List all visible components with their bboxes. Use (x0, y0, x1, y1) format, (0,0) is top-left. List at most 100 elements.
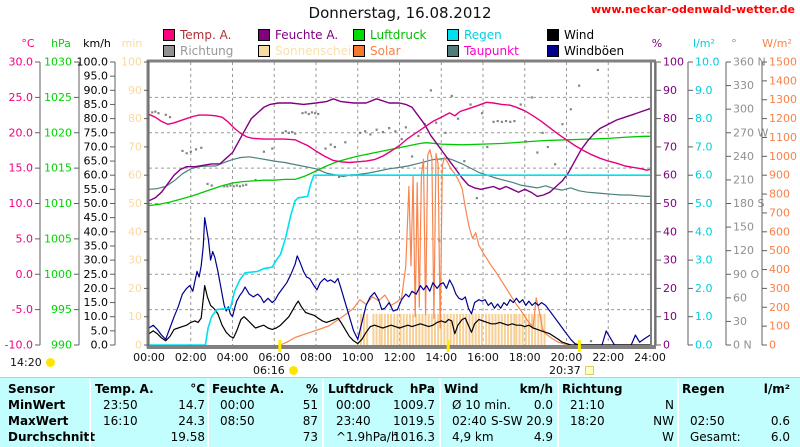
table-cell: Ø 10 min. (452, 398, 511, 412)
table-cell: 18:20 (570, 414, 605, 428)
table-cell: 73 (302, 430, 318, 444)
svg-text:65.0: 65.0 (84, 155, 109, 168)
svg-text:80: 80 (128, 112, 142, 125)
svg-text:30: 30 (733, 315, 747, 328)
x-tick-label: 24:00 (634, 351, 666, 364)
svg-text:300: 300 (733, 103, 754, 116)
axis-hPa: 990 995 1000 1005 1010 1015 1020 1025 1030 (44, 56, 80, 352)
svg-text:200: 200 (769, 301, 790, 314)
plot-border (146, 59, 656, 349)
svg-text:7.0: 7.0 (695, 140, 713, 153)
table-cell: Richtung (562, 382, 623, 396)
table-cell: 21:10 (570, 398, 605, 412)
svg-text:6.0: 6.0 (695, 169, 713, 182)
svg-text:5.0: 5.0 (16, 232, 34, 245)
svg-text:90: 90 (128, 84, 142, 97)
solar-max-label: 14:20 (10, 356, 42, 369)
svg-text:3.0: 3.0 (695, 254, 713, 267)
svg-text:80.0: 80.0 (84, 112, 109, 125)
table-cell: Wind (444, 382, 479, 396)
svg-text:700: 700 (769, 206, 790, 219)
solar-max-time: 14:20 (10, 356, 55, 369)
svg-text:10: 10 (128, 310, 142, 323)
table-cell: l/m² (763, 382, 790, 396)
svg-text:9.0: 9.0 (695, 84, 713, 97)
svg-text:240: 240 (733, 150, 754, 163)
table-cell: Regen (682, 382, 725, 396)
svg-text:10.0: 10.0 (84, 310, 109, 323)
legend-item-luftdruck: Luftdruck (353, 29, 427, 41)
table-cell: % (305, 382, 318, 396)
table-cell: Durchschnitt (8, 430, 96, 444)
table-cell: 4,9 km (452, 430, 494, 444)
svg-text:25.0: 25.0 (9, 91, 34, 104)
svg-text:1000: 1000 (769, 150, 797, 163)
table-cell: MinWert (8, 398, 66, 412)
svg-text:300: 300 (769, 282, 790, 295)
legend-item-windboeen: Windböen (547, 45, 624, 57)
legend-item-wind: Wind (547, 29, 594, 41)
legend-item-sonnenschein: Sonnenschein (258, 45, 359, 57)
series-Windböen (148, 217, 651, 346)
series-Temp. A. (148, 101, 651, 171)
svg-text:0: 0 (769, 339, 776, 352)
svg-text:90.0: 90.0 (84, 84, 109, 97)
svg-text:1.0: 1.0 (695, 310, 713, 323)
x-tick-label: 06:00 (258, 351, 290, 364)
weather-chart: -10.0-5.00.05.010.015.020.025.030.099099… (5, 56, 797, 365)
table-cell: km/h (519, 382, 553, 396)
svg-text:0.0: 0.0 (91, 339, 109, 352)
table-divider (439, 379, 441, 447)
svg-text:1300: 1300 (769, 93, 797, 106)
svg-text:10: 10 (663, 310, 677, 323)
table-divider (677, 379, 679, 447)
axis-header-celsius: °C (21, 37, 35, 50)
series-Solar (279, 149, 651, 346)
svg-text:8.0: 8.0 (695, 112, 713, 125)
table-cell: Gesamt: (690, 430, 741, 444)
legend-item-richtung: Richtung (163, 45, 233, 57)
sunshine-swatch-icon (258, 45, 270, 57)
x-tick-label: 16:00 (467, 351, 499, 364)
sun-marker (577, 340, 581, 352)
svg-text:80: 80 (663, 112, 677, 125)
table-cell: 1016.3 (393, 430, 435, 444)
table-cell: 23:50 (103, 398, 138, 412)
svg-text:30.0: 30.0 (84, 254, 109, 267)
table-cell: Sensor (8, 382, 55, 396)
table-cell: N (665, 398, 674, 412)
sunset-icon (584, 366, 594, 375)
legend-label: Taupunkt (464, 44, 519, 58)
axis-header-lm2: l/m² (693, 37, 715, 50)
x-tick-label: 10:00 (342, 351, 374, 364)
svg-text:400: 400 (769, 263, 790, 276)
svg-text:5.0: 5.0 (91, 324, 109, 337)
table-divider (207, 379, 209, 447)
svg-text:0: 0 (135, 339, 142, 352)
svg-text:900: 900 (769, 169, 790, 182)
svg-text:75.0: 75.0 (84, 126, 109, 139)
sunset-time: 20:37 (549, 364, 594, 377)
x-tick-label: 22:00 (592, 351, 624, 364)
svg-text:50.0: 50.0 (84, 197, 109, 210)
table-cell: 02:40 (452, 414, 487, 428)
svg-text:20.0: 20.0 (9, 126, 34, 139)
legend-label: Richtung (180, 44, 234, 58)
sunshine-bars (359, 313, 546, 345)
axis-l/m²: 0.0 1.0 2.0 3.0 4.0 5.0 6.0 7.0 8.0 9.0 10.0 (687, 56, 720, 352)
site-link[interactable]: www.neckar-odenwald-wetter.de (591, 3, 795, 16)
table-cell: 02:50 (690, 414, 725, 428)
sun-marker (446, 340, 450, 352)
axis-km/h: 0.0 5.010.015.020.025.030.0 35.040.045.050… (77, 56, 116, 352)
svg-text:25.0: 25.0 (84, 268, 109, 281)
x-tick-label: 02:00 (175, 351, 207, 364)
table-cell: Luftdruck (328, 382, 394, 396)
table-cell: MaxWert (8, 414, 69, 428)
axis-header-kmh: km/h (83, 37, 111, 50)
svg-text:1100: 1100 (769, 131, 797, 144)
table-cell: W (662, 430, 674, 444)
x-tick-label: 00:00 (133, 351, 165, 364)
svg-text:990: 990 (51, 339, 72, 352)
svg-text:40.0: 40.0 (84, 225, 109, 238)
table-cell: 6.0 (770, 430, 790, 444)
